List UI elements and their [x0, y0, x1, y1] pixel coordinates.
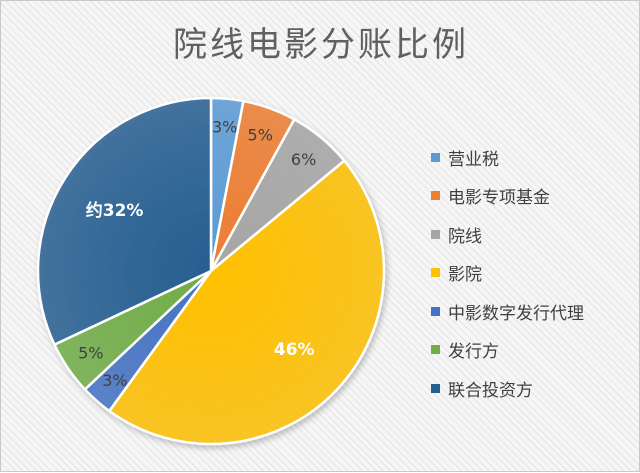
legend-swatch [431, 383, 440, 393]
data-label-7: 约32% [86, 200, 144, 221]
legend-swatch [431, 306, 440, 316]
legend-label: 院线 [448, 226, 482, 247]
legend-item-3: 院线 [431, 215, 636, 254]
data-label-5: 3% [102, 371, 127, 390]
legend-label: 影院 [448, 265, 482, 286]
legend-item-1: 营业税 [431, 138, 636, 177]
pie-slice-7 [36, 96, 213, 346]
data-label-3: 6% [291, 150, 316, 169]
data-label-1: 3% [212, 117, 237, 136]
legend-label: 电影专项基金 [448, 188, 550, 209]
legend-label: 营业税 [448, 149, 499, 170]
legend-item-7: 联合投资方 [431, 369, 636, 408]
legend: 营业税电影专项基金 院线影院中影数字发行代理 发行方联合投资方 [431, 138, 636, 408]
legend-item-4: 影院 [431, 254, 636, 293]
legend-item-5: 中影数字发行代理 [431, 292, 636, 331]
legend-swatch [431, 191, 440, 201]
legend-swatch [431, 268, 440, 278]
legend-label: 中影数字发行代理 [448, 303, 584, 324]
chart-title: 院线电影分账比例 [173, 25, 469, 65]
pie-slice-4 [108, 159, 386, 446]
legend-swatch [431, 152, 440, 162]
data-label-4: 46% [274, 340, 315, 360]
legend-swatch [431, 345, 440, 355]
data-label-6: 5% [78, 344, 103, 363]
legend-label: 联合投资方 [448, 380, 533, 401]
data-label-2: 5% [248, 125, 273, 144]
legend-swatch [431, 229, 440, 239]
legend-item-6: 发行方 [431, 331, 636, 370]
legend-label: 发行方 [448, 342, 499, 363]
legend-item-2: 电影专项基金 [431, 177, 636, 216]
